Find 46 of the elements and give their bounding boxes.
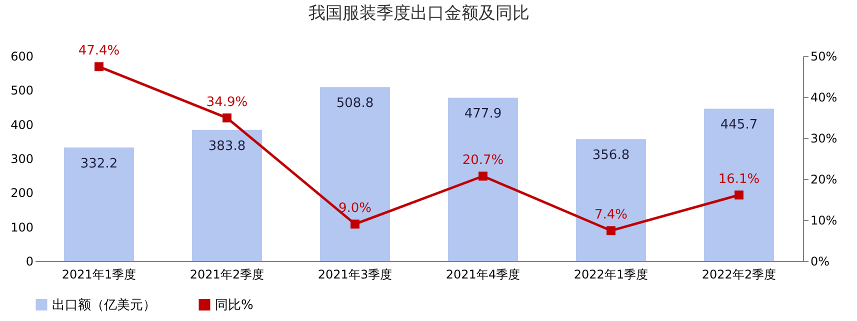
y2-tick-label: 20% <box>810 172 838 186</box>
y-tick-label: 100 <box>10 220 34 234</box>
bar <box>704 108 774 261</box>
data-label: 356.8 <box>592 148 630 164</box>
bar <box>448 98 518 261</box>
y-tick-label: 200 <box>10 186 34 200</box>
data-label: 332.2 <box>80 156 118 172</box>
y-tick-label: 500 <box>10 84 34 98</box>
x-tick-label: 2021年3季度 <box>318 268 392 282</box>
data-label: 20.7% <box>462 153 504 168</box>
data-label: 7.4% <box>594 208 628 223</box>
y2-tick-label: 40% <box>810 90 838 104</box>
point <box>94 62 104 72</box>
bar <box>320 87 390 261</box>
y-tick-label: 0 <box>26 254 34 268</box>
bar <box>192 130 262 261</box>
data-label: 47.4% <box>78 44 120 59</box>
legend-label: 出口额（亿美元） <box>52 296 156 313</box>
data-label: 508.8 <box>336 96 374 112</box>
y-tick-label: 400 <box>10 118 34 132</box>
point <box>350 220 360 229</box>
data-label: 16.1% <box>718 172 760 187</box>
data-label: 34.9% <box>206 94 248 110</box>
data-label: 9.0% <box>338 201 372 216</box>
x-tick-label: 2021年2季度 <box>190 268 264 282</box>
point <box>222 113 232 122</box>
legend-label: 同比% <box>215 298 254 313</box>
chart-title: 我国服装季度出口金额及同比 <box>308 4 530 24</box>
y-tick-label: 300 <box>10 152 34 166</box>
y-tick-label: 600 <box>10 50 34 64</box>
x-tick-label: 2021年1季度 <box>62 268 136 282</box>
y2-tick-label: 0% <box>810 254 830 268</box>
bar <box>64 148 134 261</box>
x-tick-label: 2022年1季度 <box>574 268 648 282</box>
point <box>478 172 488 181</box>
y2-tick-label: 50% <box>810 50 838 64</box>
data-label: 477.9 <box>464 106 502 122</box>
y2-tick-label: 30% <box>810 132 838 146</box>
data-label: 383.8 <box>208 138 246 154</box>
x-tick-label: 2021年4季度 <box>446 268 520 282</box>
x-tick-label: 2022年2季度 <box>702 268 776 282</box>
point <box>734 190 744 200</box>
data-label: 445.7 <box>720 118 758 133</box>
point <box>606 226 616 236</box>
bar <box>576 139 646 261</box>
y2-tick-label: 10% <box>810 214 838 228</box>
